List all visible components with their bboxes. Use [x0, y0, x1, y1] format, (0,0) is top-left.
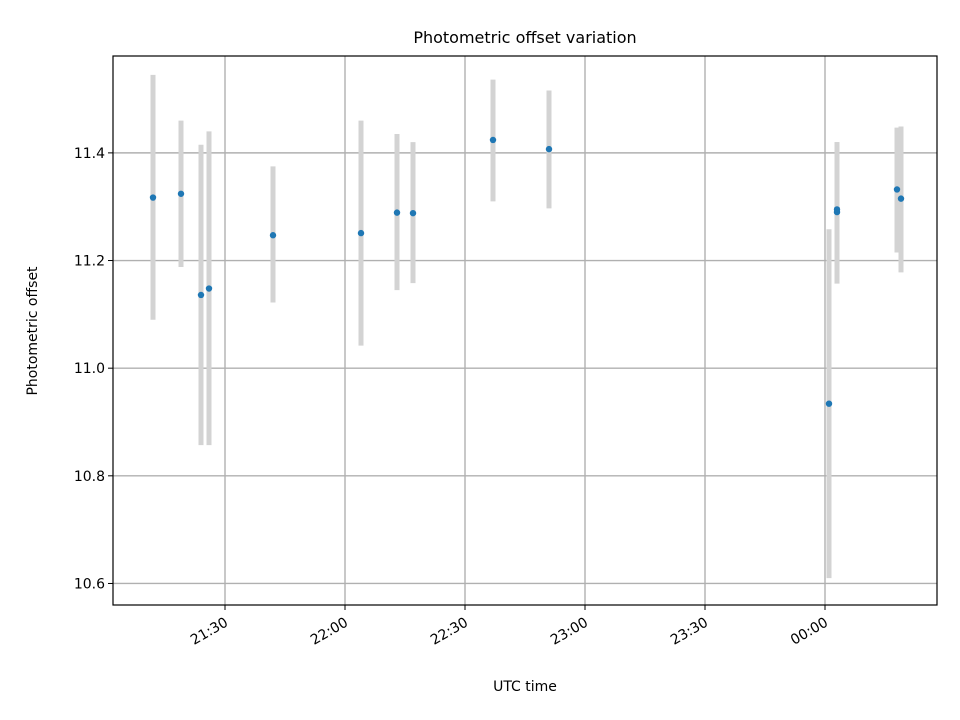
data-point: [177, 190, 185, 197]
x-tick-label: 22:30: [428, 615, 471, 649]
data-point: [393, 209, 401, 216]
data-point: [897, 195, 905, 202]
x-tick-label: 22:00: [308, 615, 351, 649]
x-tick-label: 23:30: [668, 615, 711, 649]
x-tick-label: 00:00: [788, 615, 831, 649]
data-point: [825, 400, 833, 407]
y-tick-label: 11.4: [74, 146, 105, 162]
data-point: [489, 136, 497, 144]
ticks: 21:30 22:00 22:30 23:00 23:30 00:00 10.6 10.8 11…: [74, 146, 831, 649]
data-point: [197, 291, 205, 299]
data-point: [545, 145, 553, 153]
error-bars: [150, 74, 904, 579]
y-tick-label: 10.8: [74, 469, 105, 485]
data-point: [149, 194, 157, 201]
data-point: [409, 209, 417, 217]
data-points: [149, 136, 905, 407]
y-axis-label: Photometric offset: [25, 266, 41, 396]
data-point: [893, 186, 901, 193]
plot-frame: [112, 55, 938, 606]
data-point: [833, 206, 841, 213]
x-tick-label: 23:00: [548, 615, 591, 649]
data-point: [205, 285, 213, 292]
data-point: [357, 229, 365, 237]
y-tick-label: 11.2: [74, 254, 105, 270]
data-point: [269, 232, 277, 239]
chart-title: Photometric offset variation: [413, 28, 636, 47]
x-tick-label: 21:30: [188, 615, 231, 649]
x-axis-label: UTC time: [493, 679, 557, 695]
y-tick-label: 11.0: [74, 361, 105, 377]
grid: [113, 56, 937, 605]
y-tick-label: 10.6: [74, 576, 105, 592]
